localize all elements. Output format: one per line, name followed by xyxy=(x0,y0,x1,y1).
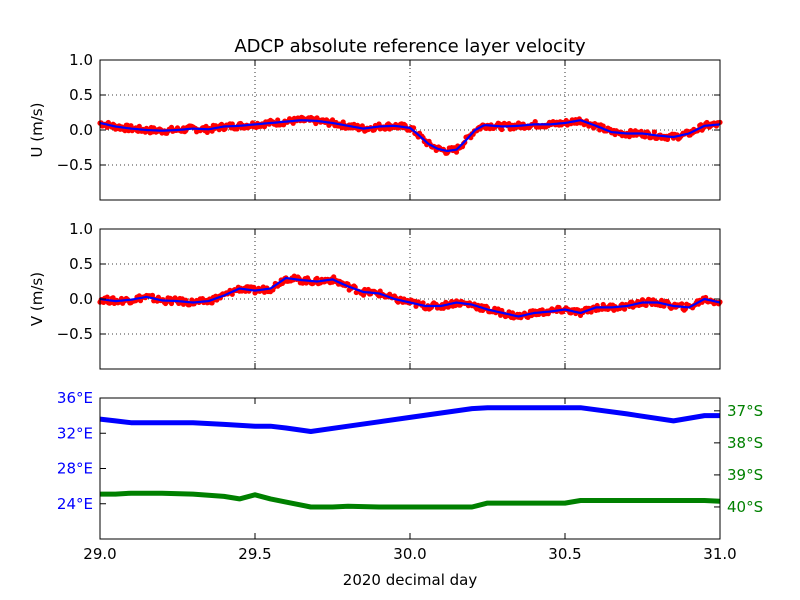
y-tick-label: −0.5 xyxy=(57,156,93,174)
u-velocity-panel: −0.5 0.0 0.5 1.0 U (m/s) xyxy=(28,51,723,201)
y-tick-label: 1.0 xyxy=(69,220,93,238)
data-point xyxy=(499,126,505,133)
data-series xyxy=(97,114,723,156)
smoothed-line xyxy=(99,276,721,318)
latitude-tick-label: 39°S xyxy=(727,466,763,484)
longitude-line xyxy=(99,405,720,434)
x-axis-label: 2020 decimal day xyxy=(343,571,478,589)
y-tick-label: 0.5 xyxy=(69,255,93,273)
y-tick-label: 0.0 xyxy=(69,121,93,139)
chart-title: ADCP absolute reference layer velocity xyxy=(234,36,586,57)
data-series xyxy=(97,273,723,321)
latitude-tick-label: 40°S xyxy=(727,498,763,516)
y-tick-label: −0.5 xyxy=(57,325,93,343)
position-panel: 29.0 29.5 30.0 30.5 31.0 24°E 28°E 32°E 36°E 37°S… xyxy=(57,389,763,589)
latitude-line xyxy=(100,490,721,510)
data-point xyxy=(314,275,320,281)
data-point xyxy=(679,301,685,307)
y-axis-label: U (m/s) xyxy=(28,103,46,158)
longitude-tick-label: 36°E xyxy=(57,389,93,407)
data-point xyxy=(532,119,538,125)
data-point xyxy=(622,306,628,312)
y-axis-label: V (m/s) xyxy=(28,272,46,326)
y-tick-label: 0.5 xyxy=(69,86,93,104)
data-point xyxy=(104,294,110,300)
longitude-tick-label: 32°E xyxy=(57,424,93,442)
x-tick-label: 30.0 xyxy=(393,545,426,563)
x-tick-label: 30.5 xyxy=(548,545,581,563)
data-point xyxy=(639,297,646,303)
latitude-tick-label: 38°S xyxy=(727,434,763,452)
y-tick-label: 1.0 xyxy=(69,51,93,69)
latitude-tick-label: 37°S xyxy=(727,402,763,420)
longitude-tick-label: 28°E xyxy=(57,460,93,478)
data-point xyxy=(659,297,665,303)
data-point xyxy=(360,292,367,298)
x-tick-label: 31.0 xyxy=(703,545,736,563)
data-point xyxy=(651,129,658,135)
x-tick-label: 29.0 xyxy=(83,545,116,563)
x-tick-label: 29.5 xyxy=(238,545,271,563)
smoothed-line xyxy=(99,119,721,152)
data-point xyxy=(643,302,649,308)
data-point xyxy=(642,134,648,140)
y-tick-label: 0.0 xyxy=(69,290,93,308)
v-velocity-panel: −0.5 0.0 0.5 1.0 V (m/s) xyxy=(28,220,723,370)
longitude-tick-label: 24°E xyxy=(57,495,93,513)
data-point xyxy=(149,292,156,298)
